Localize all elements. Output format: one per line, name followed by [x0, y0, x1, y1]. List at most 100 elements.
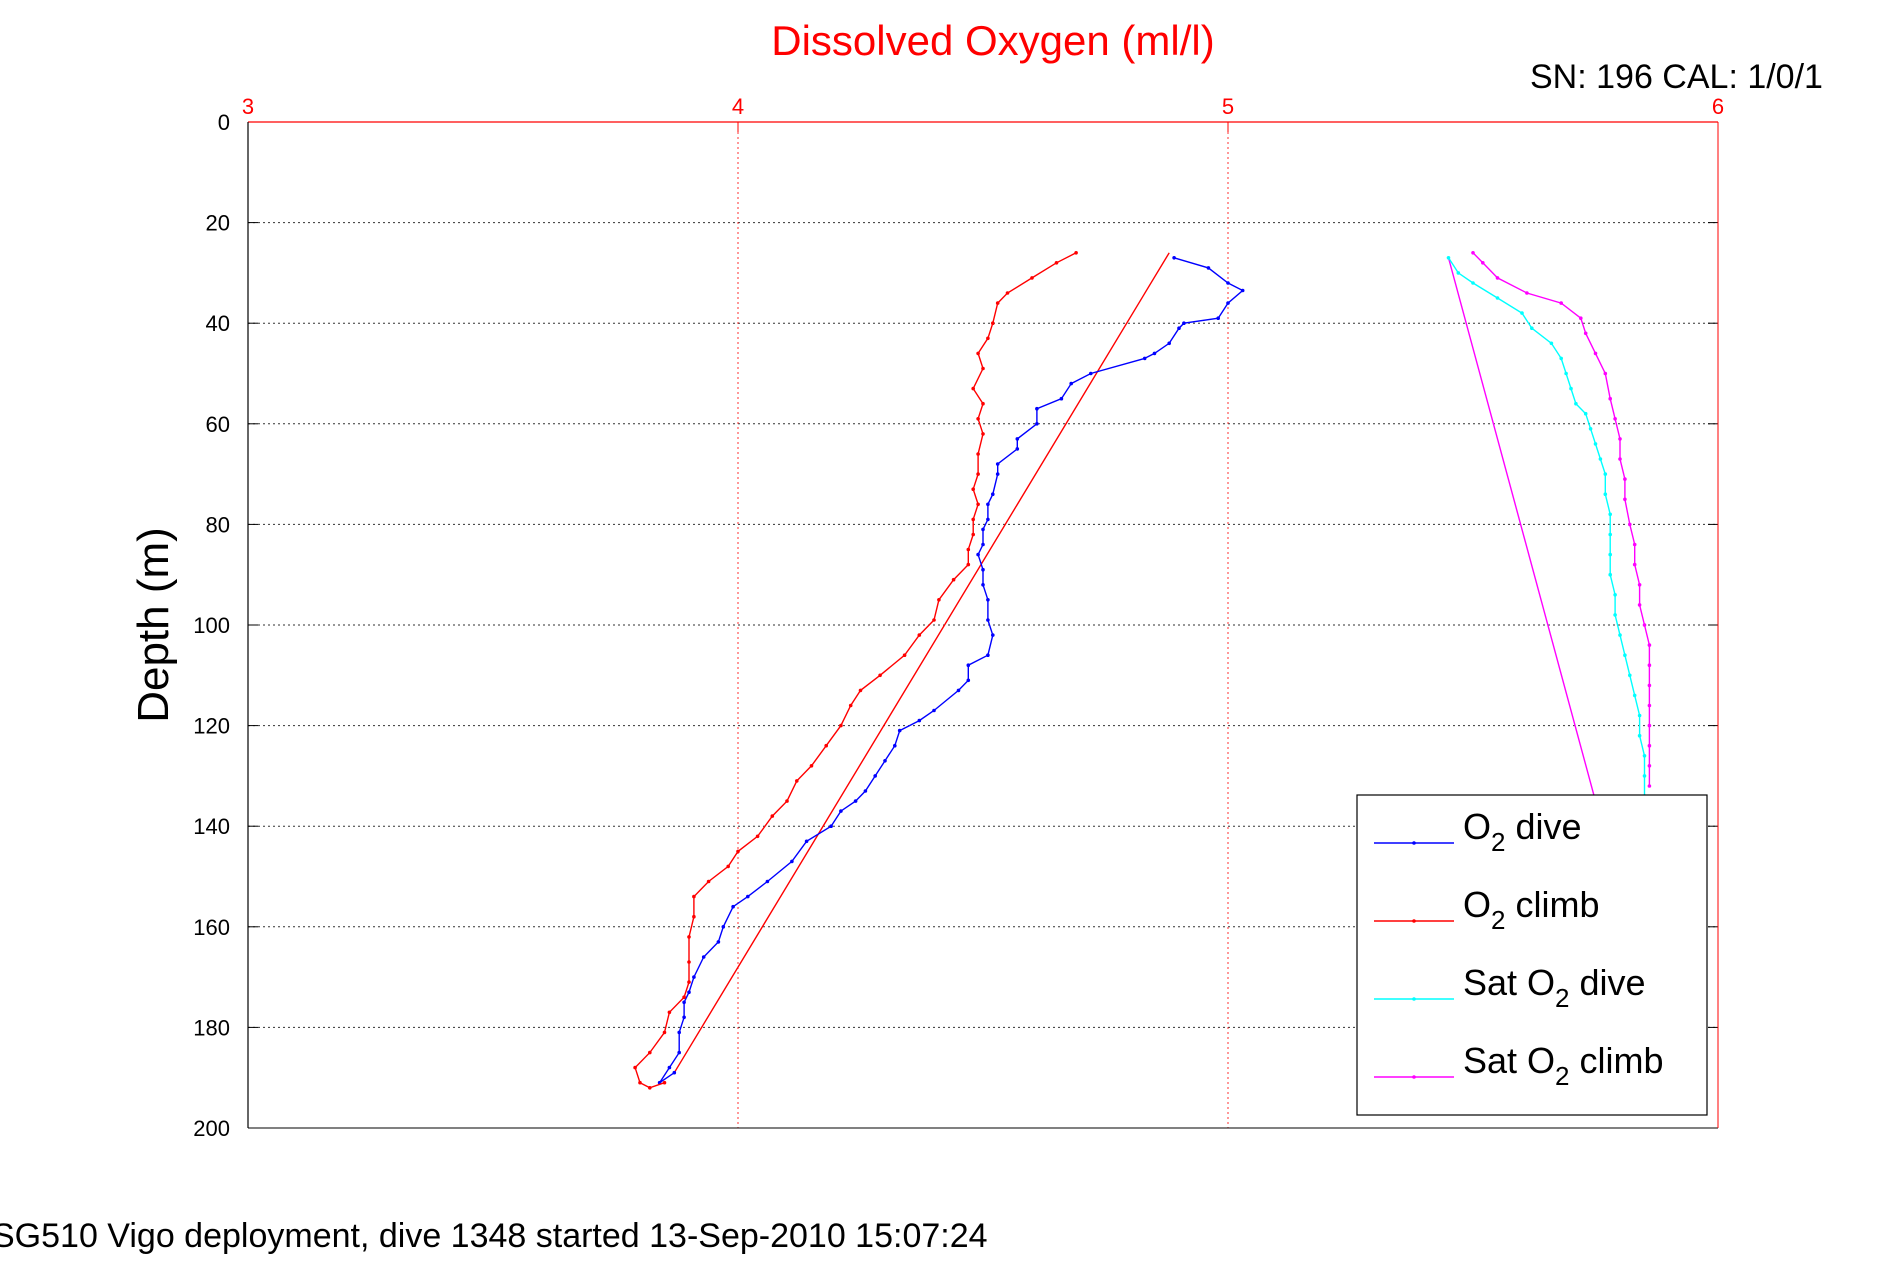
- data-point-sat-o2-dive: [1618, 633, 1622, 637]
- data-point-sat-o2-dive: [1642, 754, 1647, 758]
- tick-labels: 0 20 40 60 80 100 120 140 160 180 200 3 4 5 6: [193, 94, 1724, 1141]
- data-point-o2-climb: [839, 723, 843, 728]
- data-point-o2-climb: [726, 864, 730, 869]
- data-point-sat-o2-climb: [1583, 331, 1588, 336]
- data-point-sat-o2-climb: [1647, 643, 1652, 647]
- data-point-o2-dive: [701, 955, 706, 959]
- data-point-o2-dive: [986, 618, 990, 622]
- data-point-o2-dive: [986, 653, 990, 657]
- x-tick-label: 4: [732, 94, 744, 119]
- legend-label-o2-climb: O2 climb: [1463, 884, 1600, 935]
- data-point-o2-dive: [1089, 371, 1093, 376]
- chart-title: Dissolved Oxygen (ml/l): [771, 17, 1214, 64]
- data-point-o2-dive: [667, 1065, 672, 1070]
- data-point-o2-dive: [1167, 341, 1171, 346]
- data-point-sat-o2-dive: [1603, 492, 1608, 497]
- data-point-sat-o2-climb: [1593, 351, 1598, 356]
- data-point-sat-o2-climb: [1618, 457, 1622, 461]
- data-point-sat-o2-dive: [1613, 593, 1617, 597]
- data-point-o2-climb: [986, 336, 990, 341]
- data-point-o2-dive: [746, 894, 750, 899]
- data-point-o2-dive: [986, 502, 990, 507]
- series-line-o2-dive: [659, 257, 1244, 1084]
- data-point-o2-climb: [858, 688, 863, 693]
- data-point-o2-climb: [692, 914, 696, 919]
- data-point-o2-climb: [706, 879, 711, 884]
- data-point-sat-o2-climb: [1647, 663, 1652, 667]
- data-point-o2-climb: [951, 577, 956, 582]
- straight-profile-line: [1447, 257, 1597, 802]
- data-point-o2-dive: [981, 583, 985, 587]
- data-point-sat-o2-dive: [1608, 512, 1612, 517]
- data-point-sat-o2-climb: [1637, 603, 1642, 607]
- data-point-o2-climb: [682, 995, 686, 999]
- data-point-sat-o2-climb: [1647, 723, 1652, 728]
- data-point-sat-o2-dive: [1632, 693, 1637, 698]
- data-point-o2-climb: [966, 562, 971, 567]
- data-point-o2-climb: [824, 743, 828, 748]
- data-point-sat-o2-climb: [1632, 542, 1637, 547]
- data-point-o2-dive: [829, 824, 833, 828]
- data-point-o2-climb: [795, 779, 799, 783]
- data-point-o2-dive: [883, 759, 887, 763]
- data-point-o2-dive: [917, 718, 922, 723]
- data-point-o2-climb: [648, 1050, 652, 1055]
- data-point-o2-climb: [692, 894, 696, 899]
- legend-box: [1356, 794, 1708, 1116]
- data-point-o2-climb: [966, 547, 971, 552]
- legend-marker-o2-climb: [1412, 919, 1416, 923]
- data-point-sat-o2-dive: [1637, 713, 1642, 718]
- data-point-sat-o2-climb: [1603, 371, 1608, 376]
- data-point-sat-o2-dive: [1588, 427, 1593, 431]
- data-point-sat-o2-dive: [1637, 733, 1642, 738]
- data-point-o2-dive: [839, 809, 843, 813]
- data-point-o2-dive: [981, 527, 985, 532]
- legend-label-o2-dive: O2 dive: [1463, 806, 1582, 857]
- data-point-o2-climb: [971, 517, 975, 522]
- data-point-sat-o2-climb: [1647, 743, 1652, 748]
- data-point-o2-dive: [1142, 356, 1147, 361]
- data-point-o2-dive: [995, 472, 1000, 476]
- data-point-o2-climb: [976, 417, 980, 421]
- data-point-o2-dive: [981, 567, 985, 572]
- data-point-sat-o2-climb: [1623, 477, 1627, 481]
- y-tick-label: 80: [206, 512, 230, 537]
- data-point-o2-climb: [937, 598, 941, 602]
- data-point-sat-o2-climb: [1613, 417, 1617, 421]
- data-point-o2-climb: [971, 532, 975, 537]
- legend-label-sat-o2-dive: Sat O2 dive: [1463, 962, 1646, 1013]
- data-point-sat-o2-dive: [1446, 255, 1451, 260]
- straight-profile-line: [673, 252, 1170, 1074]
- data-point-sat-o2-dive: [1613, 613, 1617, 617]
- data-point-o2-dive: [1035, 406, 1039, 411]
- y-tick-label: 40: [206, 311, 230, 336]
- data-point-o2-dive: [716, 940, 721, 944]
- data-point-o2-dive: [1177, 326, 1181, 331]
- data-point-o2-dive: [682, 1000, 686, 1005]
- data-point-o2-dive: [672, 1070, 677, 1075]
- data-point-sat-o2-climb: [1495, 276, 1500, 280]
- series-layer: [633, 251, 1652, 1090]
- data-point-sat-o2-climb: [1579, 316, 1583, 321]
- data-point-o2-climb: [662, 1030, 667, 1035]
- x-tick-label: 5: [1222, 94, 1234, 119]
- data-point-o2-climb: [687, 935, 691, 939]
- data-point-o2-dive: [956, 688, 961, 693]
- data-point-o2-climb: [981, 366, 985, 371]
- legend-marker-sat-o2-dive: [1412, 997, 1416, 1001]
- series-line-o2-climb: [634, 252, 1077, 1089]
- data-point-sat-o2-climb: [1637, 583, 1642, 587]
- data-point-sat-o2-climb: [1608, 396, 1612, 401]
- data-point-o2-climb: [932, 618, 936, 622]
- data-point-o2-dive: [966, 663, 971, 667]
- legend: O2 dive O2 climb Sat O2 dive Sat O2 climb: [1356, 794, 1708, 1116]
- data-point-o2-climb: [1005, 291, 1010, 295]
- data-point-o2-dive: [677, 1050, 681, 1055]
- data-point-o2-climb: [981, 401, 985, 406]
- data-point-o2-dive: [897, 728, 902, 733]
- data-point-o2-climb: [991, 321, 995, 326]
- data-point-o2-dive: [731, 904, 735, 909]
- data-point-sat-o2-dive: [1471, 281, 1475, 285]
- data-point-o2-climb: [687, 960, 691, 964]
- data-point-o2-dive: [692, 975, 696, 979]
